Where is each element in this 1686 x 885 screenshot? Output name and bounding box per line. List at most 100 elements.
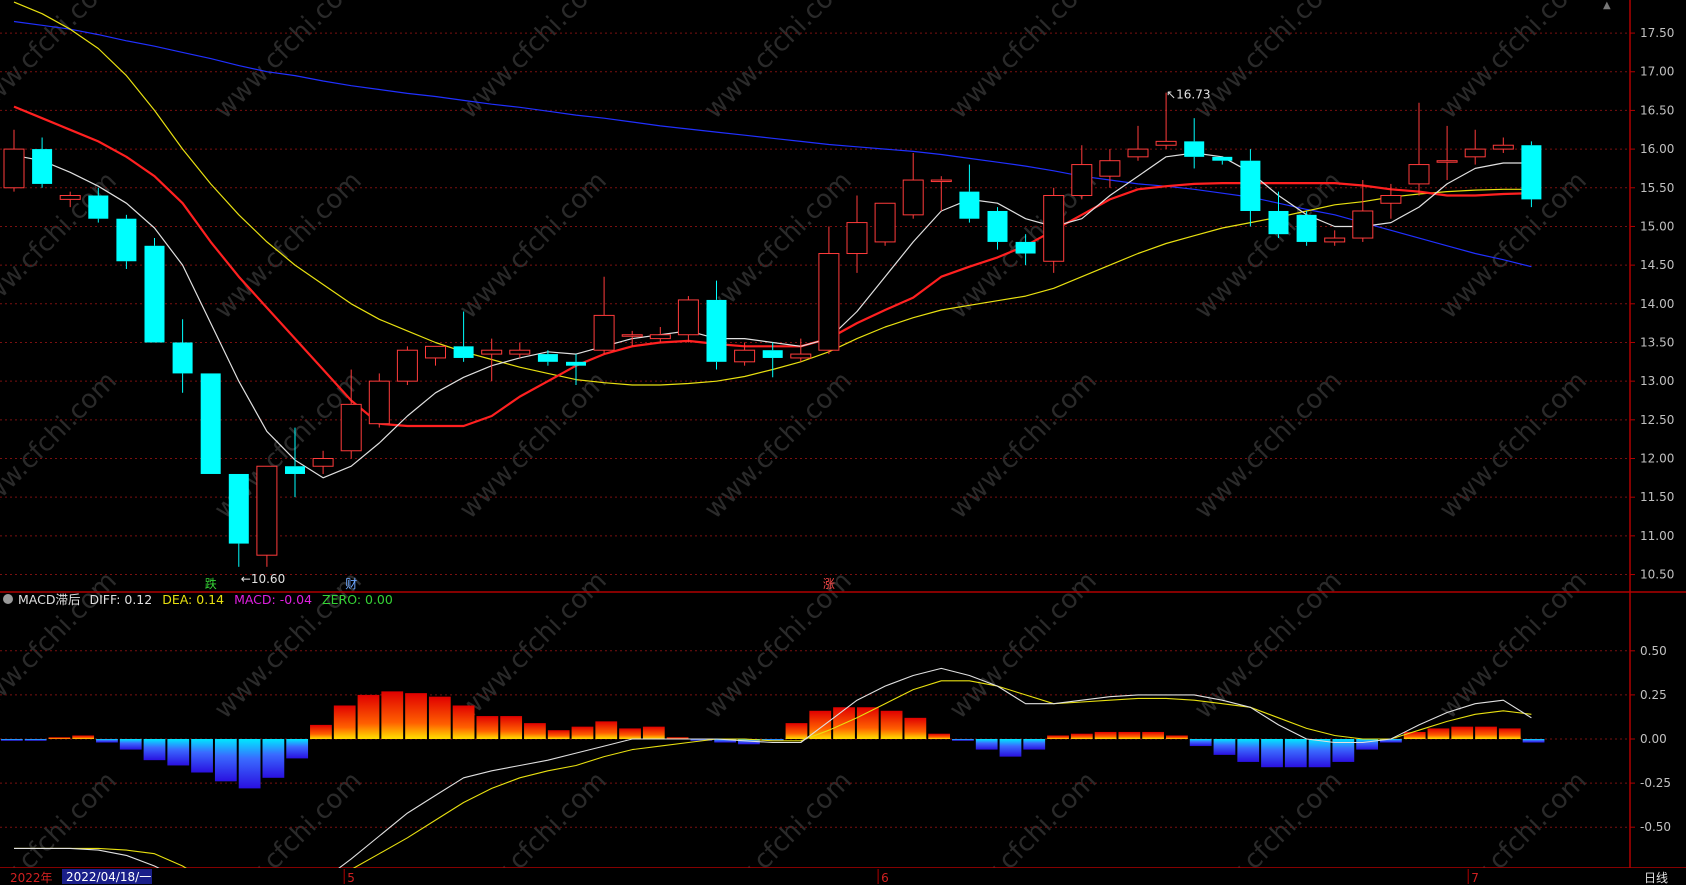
macd-bar-positive xyxy=(571,726,594,739)
watermark-text: www.cfchi.com xyxy=(209,566,368,725)
price-tick-label: 15.50 xyxy=(1640,181,1674,195)
macd-bar-positive xyxy=(1403,731,1426,739)
candle-up xyxy=(509,349,531,355)
macd-bar-negative xyxy=(1332,739,1355,762)
macd-bar-positive xyxy=(1094,731,1117,739)
price-tick-label: 13.00 xyxy=(1640,374,1674,388)
macd-bar-negative xyxy=(999,739,1022,757)
macd-bar-positive xyxy=(452,705,475,739)
dea-line xyxy=(14,680,1532,885)
macd-bar-negative xyxy=(1189,739,1212,747)
candle-down xyxy=(172,342,193,374)
candle-down xyxy=(144,245,165,343)
watermark-text: www.cfchi.com xyxy=(454,0,613,125)
macd-bar-positive xyxy=(904,717,927,739)
macd-bar-negative xyxy=(1522,739,1545,743)
price-tick-label: 14.50 xyxy=(1640,258,1674,272)
macd-bar-positive xyxy=(48,737,71,739)
candle-up xyxy=(1071,164,1093,197)
macd-tick-label: 0.25 xyxy=(1640,688,1667,702)
price-tick-label: 15.00 xyxy=(1640,219,1674,233)
candle-up xyxy=(1464,148,1486,158)
month-labels: 5 6 7 xyxy=(343,869,1479,885)
macd-bar-negative xyxy=(191,739,213,773)
macd-bar-negative xyxy=(761,739,784,741)
month-label: 7 xyxy=(1471,871,1479,885)
candle-down xyxy=(959,191,980,219)
macd-bar-positive xyxy=(72,735,95,739)
candle-up xyxy=(1408,164,1430,185)
macd-bar-positive xyxy=(1118,731,1141,739)
candle-down xyxy=(1268,210,1289,235)
macd-bar-negative xyxy=(0,739,23,741)
chevron-up-icon[interactable]: ▲ xyxy=(1603,0,1611,11)
macd-bar-positive xyxy=(357,694,380,739)
candle-up xyxy=(1324,237,1346,243)
candle-up xyxy=(621,334,643,337)
macd-tick-label: -0.50 xyxy=(1640,820,1671,834)
macd-bar-positive xyxy=(785,723,808,739)
watermark-text: www.cfchi.com xyxy=(944,766,1103,885)
candle-up xyxy=(59,195,81,200)
watermark-text: www.cfchi.com xyxy=(1679,766,1686,885)
macd-bar-positive xyxy=(1498,728,1521,739)
candle-up xyxy=(340,403,362,452)
candle-up xyxy=(481,349,503,355)
macd-legend: MACD滞后 DIFF: 0.12 DEA: 0.14 MACD: -0.04 … xyxy=(3,592,393,607)
circle-dot-icon[interactable] xyxy=(3,594,13,604)
price-tick-label: 17.00 xyxy=(1640,65,1674,79)
macd-bar-negative xyxy=(262,739,285,778)
candle-up xyxy=(368,380,390,425)
watermark-text: www.cfchi.com xyxy=(0,0,123,125)
watermark-text: www.cfchi.com xyxy=(454,166,613,325)
candle-down xyxy=(1015,241,1036,254)
macd-histogram xyxy=(0,691,1545,789)
price-tick-label: 17.50 xyxy=(1640,26,1674,40)
macd-bar-positive xyxy=(1427,728,1450,739)
event-marker: 涨 xyxy=(823,576,835,591)
macd-bar-positive xyxy=(333,705,356,739)
macd-bar-negative xyxy=(1023,739,1046,750)
price-tick-label: 16.50 xyxy=(1640,103,1674,117)
macd-bar-negative xyxy=(24,739,47,741)
candle-down xyxy=(987,210,1008,242)
macd-bar-negative xyxy=(143,739,166,761)
macd-bar-positive xyxy=(428,696,451,739)
candle-down xyxy=(453,346,474,358)
candle-down xyxy=(88,195,109,219)
macd-bar-positive xyxy=(476,716,499,739)
dea-label: DEA: 0.14 xyxy=(162,592,224,607)
watermark-text: www.cfchi.com xyxy=(1189,766,1348,885)
candle-down xyxy=(706,299,727,362)
watermark-text: www.cfchi.com xyxy=(944,0,1103,125)
candle-down xyxy=(228,473,249,544)
candle-up xyxy=(790,353,812,359)
macd-bar-positive xyxy=(928,733,951,739)
period-label[interactable]: 日线 xyxy=(1644,871,1668,885)
candle-up xyxy=(677,299,699,336)
candlesticks xyxy=(3,92,1542,567)
macd-bar-negative xyxy=(714,739,737,743)
price-tick-label: 11.00 xyxy=(1640,529,1674,543)
candle-up xyxy=(1099,160,1121,177)
candle-up xyxy=(1043,195,1065,262)
candle-up xyxy=(874,202,896,243)
macd-label: MACD: -0.04 xyxy=(234,592,312,607)
candle-up xyxy=(1352,210,1374,239)
event-markers: 跌财涨 xyxy=(205,576,835,591)
price-tick-label: 11.50 xyxy=(1640,490,1674,504)
watermark-text: www.cfchi.com xyxy=(1189,0,1348,125)
candle-up xyxy=(256,465,278,556)
low-price-label: ←10.60 xyxy=(241,572,285,586)
macd-axis: 0.50 0.25 0.00 -0.25 -0.50 xyxy=(1630,644,1671,834)
macd-bar-negative xyxy=(1308,739,1331,768)
macd-bar-negative xyxy=(96,739,118,743)
macd-bar-negative xyxy=(690,739,713,741)
macd-bar-negative xyxy=(1356,739,1379,750)
macd-bar-negative xyxy=(1261,739,1283,768)
candle-down xyxy=(1240,160,1261,211)
macd-bar-positive xyxy=(547,730,570,739)
macd-bar-negative xyxy=(286,739,309,759)
candle-up xyxy=(818,253,840,351)
